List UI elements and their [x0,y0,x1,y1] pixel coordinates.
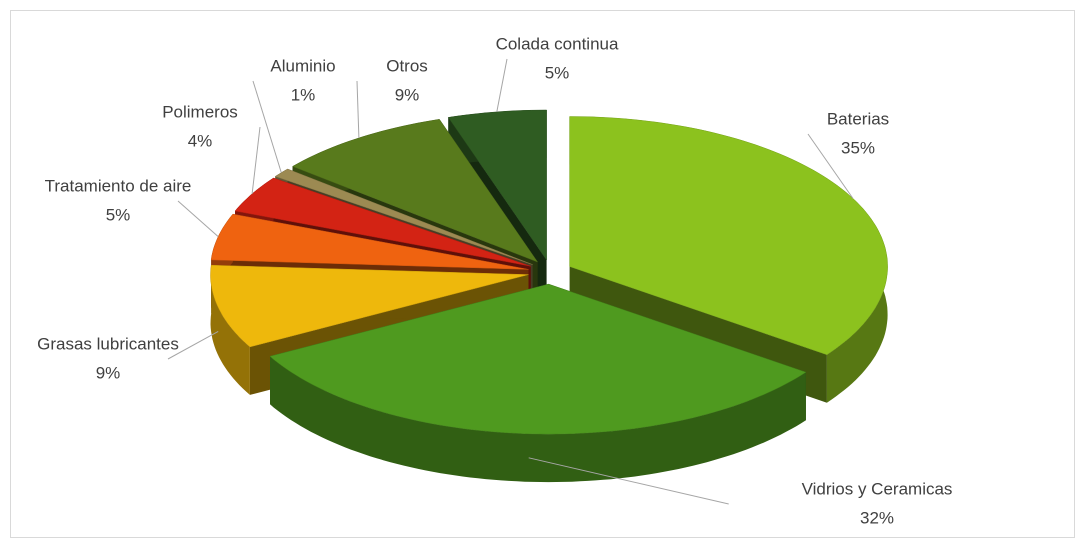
slice [292,119,539,263]
leader-line [177,200,219,237]
leader-line [528,457,729,505]
slice-wall [210,265,250,395]
category-label: Baterias [827,109,889,128]
leader-line [807,133,854,199]
slice-group [269,283,807,483]
slice [210,213,529,270]
value-label: 9% [395,85,420,104]
value-label: 32% [860,508,894,527]
slice [269,283,807,435]
slice-wall [270,356,806,483]
value-label: 4% [188,131,213,150]
category-label: Otros [386,56,428,75]
leader-line [252,80,282,173]
category-label: Polimeros [162,102,238,121]
leader-line [356,80,360,138]
category-label: Aluminio [270,56,335,75]
value-label: 5% [106,205,131,224]
value-label: 35% [841,138,875,157]
leader-line [251,126,261,194]
category-label: Grasas lubricantes [37,334,179,353]
value-label: 9% [96,363,121,382]
leader-line [496,58,508,112]
category-label: Colada continua [496,34,619,53]
value-label: 5% [545,63,570,82]
value-label: 1% [291,85,316,104]
slice [210,264,529,348]
slice [274,168,533,265]
leader-line [167,330,219,360]
category-label: Tratamiento de aire [45,176,192,195]
slice [234,177,531,267]
category-label: Vidrios y Ceramicas [802,479,953,498]
